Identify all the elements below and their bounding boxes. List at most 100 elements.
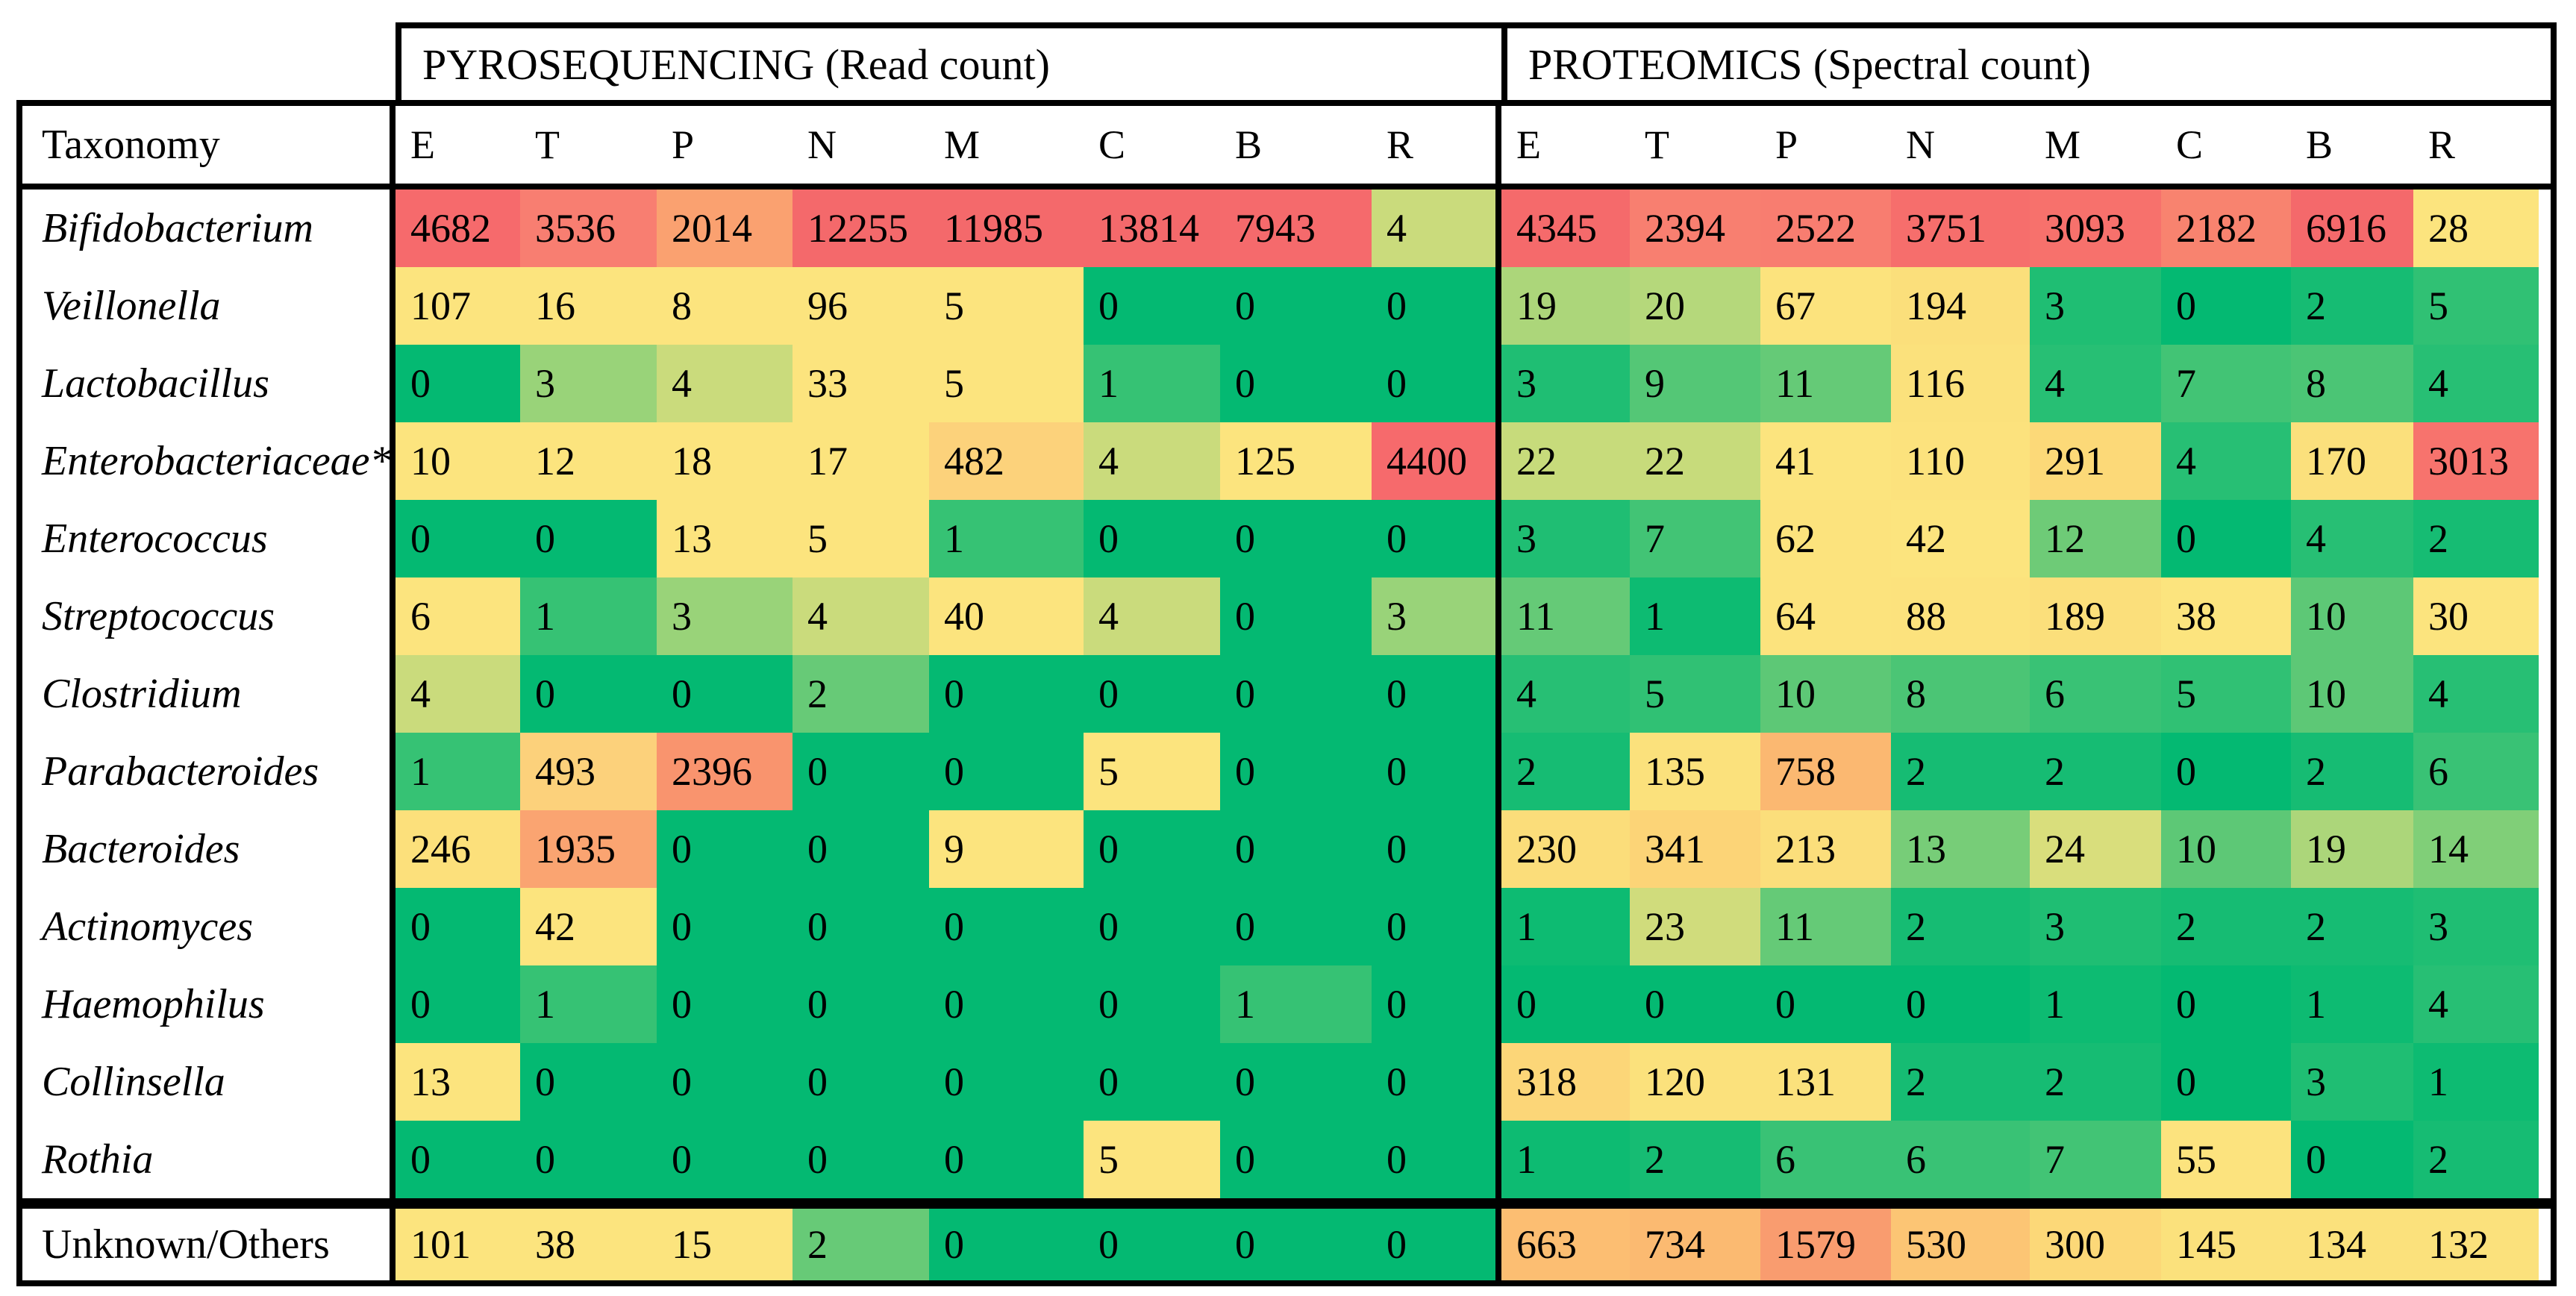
- column-letter-pyrosequencing-B: B: [1220, 106, 1372, 184]
- heatmap-cell-proteomics-C: 0: [2161, 733, 2291, 810]
- heatmap-cell-pyrosequencing-C: 4: [1084, 422, 1220, 500]
- heatmap-cell-proteomics-P: 64: [1760, 577, 1891, 655]
- heatmap-cell-pyrosequencing-M: 482: [929, 422, 1084, 500]
- heatmap-cell-proteomics-E: 230: [1495, 810, 1630, 888]
- heatmap-cell-proteomics-R: 132: [2413, 1209, 2539, 1280]
- heatmap-cell-pyrosequencing-C: 0: [1084, 1209, 1220, 1280]
- heatmap-cell-proteomics-B: 134: [2291, 1209, 2413, 1280]
- heatmap-cell-pyrosequencing-M: 0: [929, 965, 1084, 1043]
- heatmap-cell-pyrosequencing-T: 0: [520, 1121, 657, 1198]
- group-header-band: PYROSEQUENCING (Read count) PROTEOMICS (…: [16, 22, 2557, 106]
- heatmap-cell-pyrosequencing-P: 3: [657, 577, 793, 655]
- heatmap-cell-proteomics-E: 19: [1495, 267, 1630, 345]
- heatmap-cell-pyrosequencing-E: 10: [396, 422, 520, 500]
- taxon-row: Rothia 0 0 0 0 0 5 0 0 1 2 6 6 7 55 0 2: [22, 1121, 2551, 1198]
- heatmap-cell-proteomics-R: 14: [2413, 810, 2539, 888]
- heatmap-cell-proteomics-P: 11: [1760, 888, 1891, 965]
- heatmap-cell-proteomics-E: 3: [1495, 345, 1630, 422]
- heatmap-cell-pyrosequencing-B: 0: [1220, 577, 1372, 655]
- heatmap-cell-pyrosequencing-N: 0: [793, 965, 929, 1043]
- heatmap-cell-pyrosequencing-P: 4: [657, 345, 793, 422]
- heatmap-cell-proteomics-T: 5: [1630, 655, 1760, 733]
- heatmap-cell-pyrosequencing-M: 9: [929, 810, 1084, 888]
- heatmap-cell-proteomics-N: 6: [1891, 1121, 2030, 1198]
- heatmap-cell-pyrosequencing-T: 1: [520, 577, 657, 655]
- heatmap-cell-proteomics-M: 7: [2030, 1121, 2161, 1198]
- heatmap-cell-proteomics-M: 4: [2030, 345, 2161, 422]
- heatmap-cell-proteomics-N: 8: [1891, 655, 2030, 733]
- heatmap-cell-pyrosequencing-R: 0: [1372, 500, 1495, 577]
- heatmap-body: Bifidobacterium 4682 3536 2014 12255 11985 138…: [22, 190, 2551, 1198]
- heatmap-cell-pyrosequencing-P: 0: [657, 655, 793, 733]
- heatmap-cell-pyrosequencing-B: 7943: [1220, 190, 1372, 267]
- taxon-row: Clostridium 4 0 0 2 0 0 0 0 4 5 10 8 6 5 10 4: [22, 655, 2551, 733]
- heatmap-cell-pyrosequencing-E: 0: [396, 965, 520, 1043]
- heatmap-cell-proteomics-P: 10: [1760, 655, 1891, 733]
- column-letter-pyrosequencing-M: M: [929, 106, 1084, 184]
- heatmap-cell-pyrosequencing-B: 0: [1220, 655, 1372, 733]
- heatmap-cell-proteomics-T: 135: [1630, 733, 1760, 810]
- heatmap-cell-proteomics-C: 0: [2161, 965, 2291, 1043]
- taxon-row: Bifidobacterium 4682 3536 2014 12255 11985 138…: [22, 190, 2551, 267]
- taxonomy-column-header: Taxonomy: [22, 106, 396, 184]
- heatmap-cell-pyrosequencing-C: 4: [1084, 577, 1220, 655]
- heatmap-cell-proteomics-M: 3093: [2030, 190, 2161, 267]
- heatmap-cell-proteomics-R: 6: [2413, 733, 2539, 810]
- heatmap-cell-pyrosequencing-B: 0: [1220, 810, 1372, 888]
- heatmap-cell-pyrosequencing-B: 1: [1220, 965, 1372, 1043]
- heatmap-cell-pyrosequencing-B: 125: [1220, 422, 1372, 500]
- heatmap-cell-pyrosequencing-T: 493: [520, 733, 657, 810]
- heatmap-cell-proteomics-R: 3: [2413, 888, 2539, 965]
- heatmap-cell-proteomics-B: 19: [2291, 810, 2413, 888]
- heatmap-cell-pyrosequencing-N: 4: [793, 577, 929, 655]
- heatmap-cell-proteomics-C: 5: [2161, 655, 2291, 733]
- heatmap-cell-proteomics-C: 2182: [2161, 190, 2291, 267]
- heatmap-cell-proteomics-N: 116: [1891, 345, 2030, 422]
- heatmap-cell-pyrosequencing-P: 13: [657, 500, 793, 577]
- taxon-label: Enterobacteriaceae*: [22, 422, 396, 500]
- heatmap-cell-pyrosequencing-M: 40: [929, 577, 1084, 655]
- heatmap-cell-proteomics-N: 2: [1891, 888, 2030, 965]
- heatmap-cell-proteomics-T: 2: [1630, 1121, 1760, 1198]
- heatmap-cell-pyrosequencing-M: 5: [929, 345, 1084, 422]
- heatmap-cell-proteomics-R: 4: [2413, 965, 2539, 1043]
- heatmap-cell-pyrosequencing-E: 13: [396, 1043, 520, 1121]
- heatmap-cell-proteomics-B: 10: [2291, 655, 2413, 733]
- heatmap-cell-pyrosequencing-T: 0: [520, 655, 657, 733]
- heatmap-cell-proteomics-B: 2: [2291, 267, 2413, 345]
- heatmap-cell-pyrosequencing-M: 0: [929, 655, 1084, 733]
- taxon-row: Haemophilus 0 1 0 0 0 0 1 0 0 0 0 0 1 0 1 4: [22, 965, 2551, 1043]
- heatmap-cell-proteomics-T: 22: [1630, 422, 1760, 500]
- taxon-row: Streptococcus 6 1 3 4 40 4 0 3 11 1 64 88 189 38 10 30: [22, 577, 2551, 655]
- heatmap-cell-proteomics-B: 2: [2291, 888, 2413, 965]
- heatmap-cell-proteomics-P: 62: [1760, 500, 1891, 577]
- pyrosequencing-group-title: PYROSEQUENCING (Read count): [422, 40, 1050, 89]
- taxon-label: Veillonella: [22, 267, 396, 345]
- heatmap-cell-pyrosequencing-N: 0: [793, 1043, 929, 1121]
- heatmap-cell-proteomics-N: 194: [1891, 267, 2030, 345]
- heatmap-cell-proteomics-M: 2: [2030, 733, 2161, 810]
- heatmap-cell-proteomics-R: 4: [2413, 655, 2539, 733]
- heatmap-cell-proteomics-P: 213: [1760, 810, 1891, 888]
- heatmap-cell-pyrosequencing-P: 15: [657, 1209, 793, 1280]
- heatmap-cell-proteomics-C: 145: [2161, 1209, 2291, 1280]
- column-letter-proteomics-N: N: [1891, 106, 2030, 184]
- heatmap-cell-pyrosequencing-P: 0: [657, 1121, 793, 1198]
- heatmap-cell-pyrosequencing-C: 1: [1084, 345, 1220, 422]
- heatmap-cell-proteomics-P: 6: [1760, 1121, 1891, 1198]
- heatmap-cell-proteomics-T: 0: [1630, 965, 1760, 1043]
- heatmap-cell-pyrosequencing-N: 0: [793, 810, 929, 888]
- heatmap-cell-pyrosequencing-R: 0: [1372, 733, 1495, 810]
- heatmap-cell-pyrosequencing-M: 0: [929, 1121, 1084, 1198]
- heatmap-cell-pyrosequencing-E: 0: [396, 345, 520, 422]
- heatmap-cell-pyrosequencing-R: 0: [1372, 267, 1495, 345]
- heatmap-cell-proteomics-C: 7: [2161, 345, 2291, 422]
- heatmap-cell-pyrosequencing-R: 3: [1372, 577, 1495, 655]
- heatmap-cell-proteomics-B: 2: [2291, 733, 2413, 810]
- heatmap-cell-proteomics-N: 2: [1891, 733, 2030, 810]
- column-letter-pyrosequencing-E: E: [396, 106, 520, 184]
- column-letter-pyrosequencing-P: P: [657, 106, 793, 184]
- proteomics-group-header: PROTEOMICS (Spectral count): [1507, 22, 2557, 106]
- heatmap-cell-proteomics-T: 9: [1630, 345, 1760, 422]
